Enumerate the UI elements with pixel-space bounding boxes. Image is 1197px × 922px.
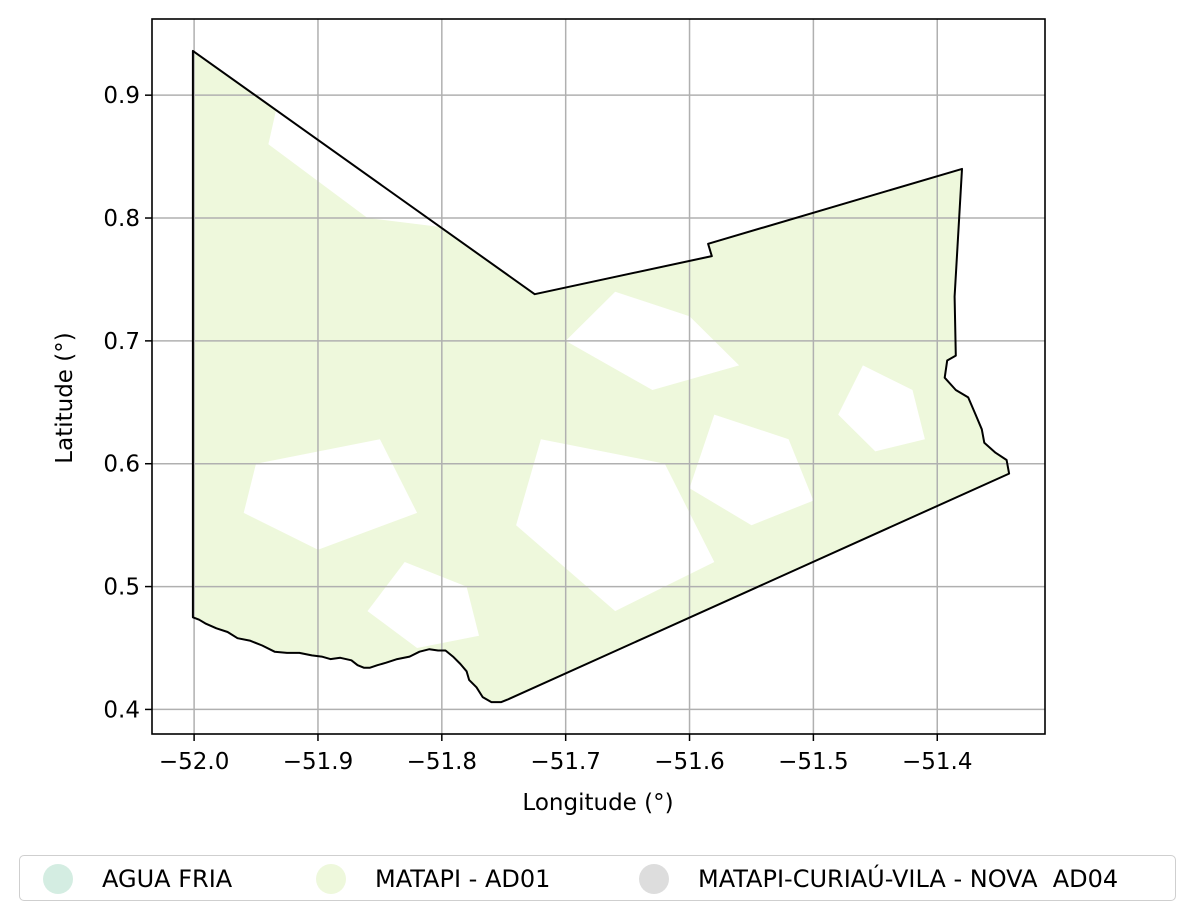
gridlines	[152, 19, 1045, 734]
legend-marker	[43, 864, 73, 894]
legend-item-matapi-curiau-vila-nova-ad04: MATAPI-CURIAÚ-VILA - NOVA AD04	[639, 856, 1118, 902]
legend-item-agua-fria: AGUA FRIA	[43, 856, 232, 902]
map-chart: −52.0 −51.9 −51.8 −51.7 −51.6 −51.5 −51.4 0.40…	[52, 18, 1046, 816]
legend-marker	[639, 864, 669, 894]
x-tick-label: −51.4	[902, 749, 972, 775]
y-tick-label: 0.4	[103, 697, 140, 723]
legend-label: AGUA FRIA	[102, 865, 233, 893]
legend: AGUA FRIA MATAPI - AD01 MATAPI-CURIAÚ-VI…	[19, 855, 1176, 901]
y-tick-label: 0.8	[103, 206, 140, 232]
uncovered-patch	[367, 562, 479, 648]
y-tick-label: 0.5	[103, 575, 140, 601]
y-axis: 0.4 0.5 0.6 0.7 0.8 0.9	[103, 83, 152, 723]
x-axis-label: Longitude (°)	[522, 790, 673, 816]
uncovered-patch	[689, 414, 814, 526]
x-tick-label: −51.5	[778, 749, 848, 775]
legend-label: MATAPI-CURIAÚ-VILA - NOVA AD04	[698, 865, 1119, 893]
y-tick-label: 0.7	[103, 329, 140, 355]
uncovered-patch	[243, 439, 418, 550]
x-tick-label: −51.8	[407, 749, 477, 775]
y-tick-label: 0.9	[103, 83, 140, 109]
x-tick-label: −51.6	[654, 749, 724, 775]
boundary-outline	[191, 49, 1011, 704]
matapi-ad01-area	[192, 50, 1010, 703]
y-tick-label: 0.6	[103, 452, 140, 478]
x-tick-label: −51.9	[283, 749, 353, 775]
x-tick-label: −52.0	[159, 749, 229, 775]
x-axis: −52.0 −51.9 −51.8 −51.7 −51.6 −51.5 −51.4	[159, 734, 972, 775]
legend-item-matapi-ad01: MATAPI - AD01	[316, 856, 550, 902]
plot-frame	[151, 18, 1046, 735]
legend-label: MATAPI - AD01	[375, 865, 551, 893]
y-axis-label: Latitude (°)	[52, 332, 78, 463]
x-tick-label: −51.7	[530, 749, 600, 775]
uncovered-patch	[838, 365, 925, 452]
legend-marker	[316, 864, 346, 894]
